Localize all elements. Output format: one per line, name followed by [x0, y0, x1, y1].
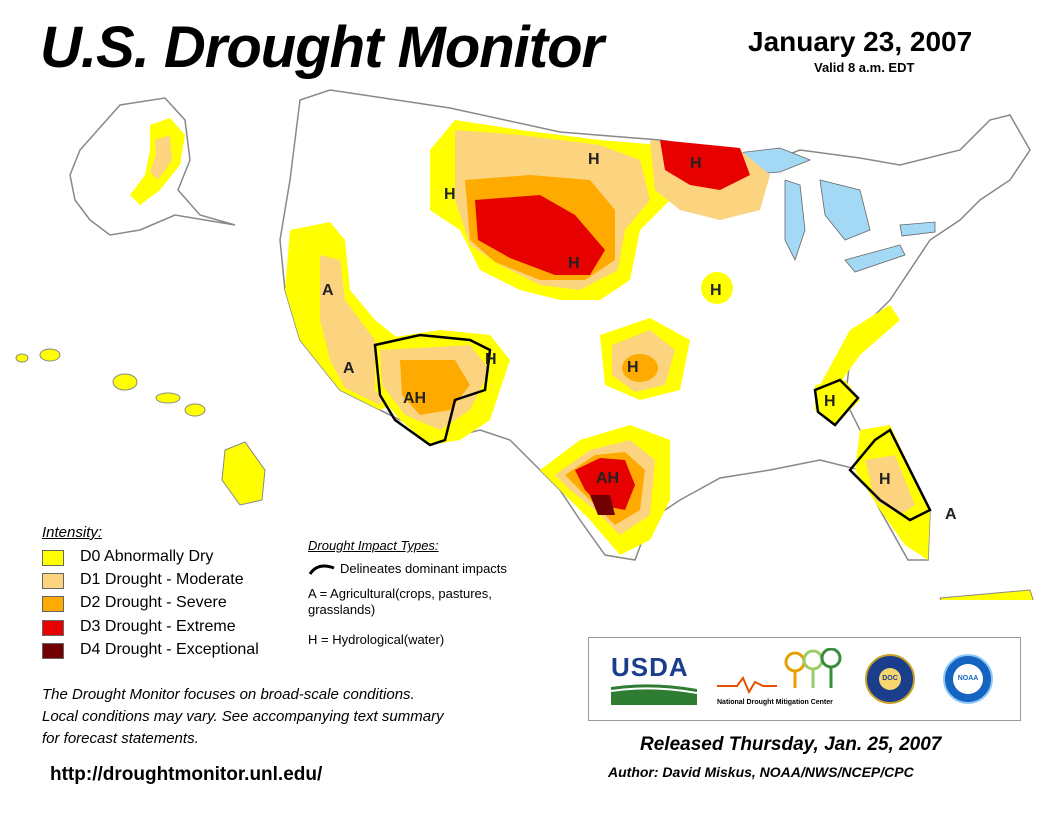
va-d0 — [820, 305, 900, 390]
hawaii-island-1 — [15, 353, 29, 363]
fl-d1 — [865, 455, 915, 515]
usda-field-icon — [610, 684, 698, 705]
impact-hydro-text: H = Hydrological(water) — [308, 632, 445, 647]
hawaii-island-3 — [112, 373, 138, 391]
map-date: January 23, 2007 — [748, 26, 973, 57]
legend-item-d0: D0 Abnormally Dry — [42, 548, 302, 568]
ndmc-logo: National Drought Mitigation Center — [717, 647, 847, 706]
label-ah-az: AH — [403, 390, 426, 407]
label-h-sc: H — [824, 393, 836, 410]
disclaimer-note: The Drought Monitor focuses on broad-sca… — [42, 684, 444, 750]
label-h-mn: H — [690, 155, 702, 172]
legend-label-d4: D4 Drought - Exceptional — [80, 641, 259, 658]
label-h-ia: H — [710, 282, 722, 299]
swatch-d2 — [42, 596, 64, 612]
impact-delineates-text: Delineates dominant impacts — [340, 561, 507, 576]
delineate-line-icon — [308, 564, 335, 575]
impact-ag-text: A = Agricultural(crops, pastures, grassl… — [308, 586, 492, 617]
note-line-3: for forecast statements. — [42, 730, 199, 747]
ia-d0 — [701, 272, 733, 304]
label-ah-tx: AH — [596, 470, 619, 487]
doc-seal-text: DOC — [879, 668, 901, 690]
legend-label-d2: D2 Drought - Severe — [80, 594, 227, 611]
legend-item-d1: D1 Drought - Moderate — [42, 571, 302, 591]
ndmc-trees-icon — [717, 647, 842, 695]
legend-label-d0: D0 Abnormally Dry — [80, 548, 214, 565]
label-h-fl: H — [879, 471, 891, 488]
release-date: Released Thursday, Jan. 25, 2007 — [640, 734, 942, 755]
drought-map: H H H H H A A AH H H AH H H A — [15, 89, 1034, 600]
label-a-ca: A — [322, 282, 334, 299]
mn-d3 — [660, 140, 750, 190]
impact-boundary-sw — [373, 333, 492, 447]
label-h-nd: H — [588, 151, 600, 168]
tx-d4 — [590, 495, 615, 515]
impact-boundary-fl — [848, 428, 932, 522]
legend-title: Intensity: — [42, 524, 103, 541]
lake-huron — [819, 179, 871, 241]
lake-erie — [844, 244, 906, 273]
sw-d2 — [400, 360, 470, 415]
hawaii-island-6 — [221, 441, 266, 506]
noaa-seal-text: NOAA — [953, 664, 983, 694]
label-h-ks: H — [627, 359, 639, 376]
legend-label-d3: D3 Drought - Extreme — [80, 618, 236, 635]
ndmc-logo-text: National Drought Mitigation Center — [717, 699, 833, 706]
puerto-rico — [939, 589, 1034, 600]
website-url[interactable]: http://droughtmonitor.unl.edu/ — [50, 764, 323, 785]
label-h-co: H — [485, 351, 497, 368]
note-line-2: Local conditions may vary. See accompany… — [42, 708, 444, 725]
swatch-d0 — [42, 550, 64, 566]
doc-seal: DOC — [865, 654, 915, 704]
legend-item-d3: D3 Drought - Extreme — [42, 618, 302, 638]
agency-logos: USDA National Drought Mitigation Center … — [588, 637, 1021, 721]
impact-delineates-row: Delineates dominant impacts — [308, 561, 558, 576]
hawaii-island-4 — [155, 392, 181, 404]
impact-legend: Drought Impact Types: Delineates dominan… — [308, 538, 558, 647]
hawaii-island-5 — [184, 403, 206, 417]
legend-item-d4: D4 Drought - Exceptional — [42, 641, 302, 661]
intensity-legend: Intensity: D0 Abnormally Dry D1 Drought … — [42, 524, 259, 659]
usda-logo-text: USDA — [611, 652, 689, 682]
swatch-d3 — [42, 620, 64, 636]
legend-item-d2: D2 Drought - Severe — [42, 594, 302, 614]
author-credit: Author: David Miskus, NOAA/NWS/NCEP/CPC — [608, 764, 914, 780]
lake-michigan — [784, 179, 806, 262]
label-a-fl: A — [945, 506, 957, 523]
lake-ontario — [899, 221, 936, 237]
label-h-nw: H — [444, 186, 456, 203]
sc-d0 — [815, 380, 860, 425]
note-line-1: The Drought Monitor focuses on broad-sca… — [42, 686, 415, 703]
legend-label-d1: D1 Drought - Moderate — [80, 571, 244, 588]
valid-time: Valid 8 a.m. EDT — [814, 60, 915, 75]
ks-d2 — [622, 354, 658, 382]
impact-title: Drought Impact Types: — [308, 538, 439, 553]
impact-boundary-sc — [813, 378, 860, 427]
map-title: U.S. Drought Monitor — [40, 15, 604, 80]
noaa-seal: NOAA — [943, 654, 993, 704]
tx-d3 — [575, 458, 635, 510]
swatch-d1 — [42, 573, 64, 589]
alaska-d1 — [150, 135, 172, 180]
label-h-sd: H — [568, 255, 580, 272]
np-d3 — [475, 195, 605, 275]
swatch-d4 — [42, 643, 64, 659]
label-a-az: A — [343, 360, 355, 377]
usda-logo: USDA — [610, 652, 698, 710]
hawaii-island-2 — [39, 348, 61, 362]
